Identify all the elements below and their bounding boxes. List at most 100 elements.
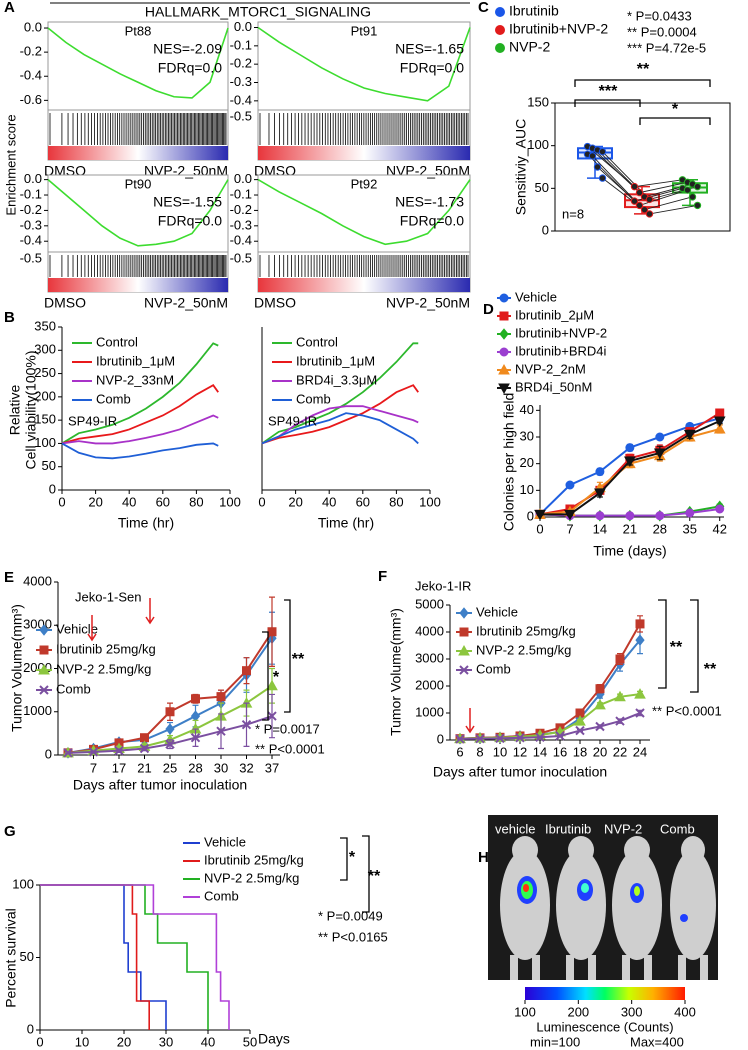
annotation: SP49-IR — [68, 413, 117, 428]
annotation: FDRq=0.0 — [158, 60, 222, 76]
annotation: FDRq=0.0 — [158, 213, 222, 229]
imaging-panel: vehicle Ibrutinib NVP-2 Comb Luminescenc… — [488, 815, 718, 1049]
annotation: ** — [292, 651, 305, 668]
gsea-title: HALLMARK_MTORC1_SIGNALING — [145, 4, 371, 20]
point — [693, 182, 702, 191]
group-label: NVP-2 — [604, 821, 642, 836]
y-tick-label: -0.6 — [20, 92, 42, 107]
colorbar-tick-label: 200 — [567, 1004, 589, 1019]
x-tick-label: 0 — [258, 494, 265, 509]
bracket — [574, 79, 711, 87]
marker — [475, 733, 485, 744]
annotation: NES=-1.55 — [153, 194, 222, 210]
y-tick-label: 4000 — [23, 573, 52, 588]
x-tick-label: 18 — [573, 744, 587, 759]
x-end-label: DMSO — [44, 163, 86, 179]
point — [645, 210, 654, 218]
marker — [139, 743, 150, 754]
mouse-leg — [566, 955, 574, 980]
legend-marker — [495, 7, 505, 17]
colorbar — [525, 987, 685, 1000]
y-tick-label: -0.3 — [230, 217, 252, 232]
marker — [266, 679, 278, 691]
y-tick-label: 2000 — [415, 677, 444, 692]
series-line — [459, 623, 641, 740]
series-line — [61, 414, 219, 445]
marker — [625, 443, 635, 453]
legend-marker — [495, 43, 505, 53]
bracket — [262, 631, 269, 721]
point — [688, 193, 697, 201]
point — [598, 174, 607, 182]
marker — [564, 509, 576, 521]
y-tick-label: 0 — [527, 508, 534, 523]
enrichment-curve — [47, 179, 229, 247]
chart-title: Pt88 — [125, 23, 152, 38]
y-tick-label: 0 — [27, 1021, 34, 1036]
series-line — [61, 342, 219, 445]
x-tick-label: 12 — [513, 744, 527, 759]
marker — [635, 634, 645, 646]
y-tick-label: -0.4 — [20, 68, 42, 83]
bracket — [362, 835, 370, 913]
point — [630, 182, 639, 191]
y-tick-label: -0.2 — [230, 56, 252, 71]
marker — [634, 688, 646, 699]
x-tick-label: 50 — [243, 1034, 257, 1049]
marker — [574, 715, 586, 726]
legend-label: Ibrutinib+BRD4i — [515, 343, 607, 358]
legend-marker — [499, 328, 509, 340]
marker — [165, 723, 175, 735]
panel-label: C — [478, 0, 489, 16]
marker — [63, 748, 73, 758]
panel-label: D — [483, 301, 494, 318]
annotation: FDRq=0.0 — [400, 60, 464, 76]
x-tick-label: 6 — [456, 744, 463, 759]
annotation: FDRq=0.0 — [400, 213, 464, 229]
series-line — [261, 384, 419, 445]
x-tick-label: 21 — [137, 760, 151, 775]
point — [593, 163, 602, 171]
y-axis-label: Tumor Volume(mm³) — [9, 604, 25, 732]
y-tick-label: -0.1 — [230, 37, 252, 52]
annotation: *** — [599, 83, 618, 100]
enrichment-curve — [257, 26, 471, 102]
x-tick-label: 22 — [613, 744, 627, 759]
marker — [515, 733, 525, 743]
legend-label: BRD4i_3.3μM — [296, 372, 377, 387]
point — [640, 205, 649, 214]
marker — [534, 509, 546, 521]
arrow — [87, 615, 97, 642]
marker — [594, 488, 606, 500]
legend-label: NVP-2 2.5mg/kg — [204, 870, 299, 885]
legend-marker — [459, 665, 469, 675]
marker — [713, 416, 726, 428]
x-axis-label: Days — [258, 1031, 290, 1047]
y-axis-label: Tumor Volume(mm³) — [388, 608, 404, 736]
chart-title: Pt91 — [351, 23, 378, 38]
marker — [165, 707, 175, 717]
marker — [216, 692, 226, 702]
x-end-label: DMSO — [254, 163, 296, 179]
x-tick-label: 40 — [122, 494, 136, 509]
x-tick-label: 30 — [159, 1034, 173, 1049]
y-tick-label: 300 — [34, 342, 56, 357]
x-tick-label: 28 — [188, 760, 202, 775]
point — [635, 201, 644, 210]
marker — [191, 694, 200, 704]
annotation: ** P<0.0165 — [318, 929, 388, 944]
marker — [655, 432, 665, 442]
x-tick-label: 10 — [493, 744, 507, 759]
annotation: * — [672, 101, 679, 118]
legend-marker — [499, 293, 509, 303]
marker — [624, 456, 636, 468]
rank-tick-label: -0.5 — [20, 250, 42, 265]
legend-label: Ibrutinib 25mg/kg — [476, 623, 576, 638]
point — [635, 188, 644, 197]
y-tick-label: 100 — [34, 435, 56, 450]
marker — [595, 721, 605, 732]
point — [598, 147, 607, 156]
y-tick-label: -0.4 — [20, 233, 42, 248]
x-end-label: NVP-2_50nM — [144, 163, 228, 179]
